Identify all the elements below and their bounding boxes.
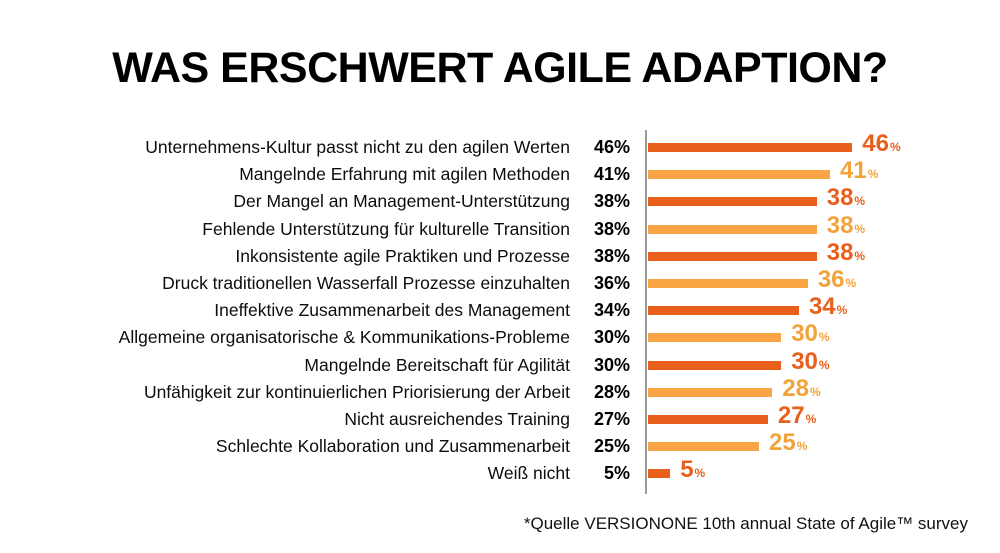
category-label: Unfähigkeit zur kontinuierlichen Prioris… (143, 381, 570, 402)
category-percent-text: 34% (593, 300, 630, 321)
value-bar (648, 415, 768, 424)
category-percent-text: 36% (593, 273, 630, 293)
bar-value-number: 28 (782, 374, 810, 402)
category-percent-text: 5% (603, 463, 630, 484)
chart-row: Der Mangel an Management-Unterstützung 38… (0, 186, 1000, 217)
percent-sign: % (889, 140, 901, 154)
bar-value-label: 38% (827, 186, 865, 213)
category-percent-text: 38% (593, 191, 630, 212)
bar-value-number: 30 (791, 320, 818, 348)
value-bar (648, 333, 782, 343)
bar-value-label: 5% (680, 458, 705, 485)
percent-sign: % (818, 330, 830, 345)
value-bar (648, 143, 853, 152)
bar-value-number: 36 (817, 266, 845, 293)
chart-row: Fehlende Unterstützung für kulturelle Tr… (0, 213, 1000, 245)
value-bar (648, 306, 799, 316)
value-bar (648, 170, 831, 180)
category-percent-text: 30% (593, 327, 630, 348)
bar-value-label: 30% (791, 347, 830, 377)
percent-sign: % (805, 412, 817, 426)
category-percent-text: 28% (593, 381, 630, 402)
percent-sign: % (810, 384, 821, 399)
chart-row: Schlechte Kollaboration und Zusammenarbe… (0, 431, 1000, 462)
chart-row: Druck traditionellen Wasserfall Prozesse… (0, 268, 1000, 299)
bar-value-number: 46 (862, 130, 889, 157)
category-label: Druck traditionellen Wasserfall Prozesse… (162, 273, 570, 293)
category-percent-text: 41% (593, 164, 630, 185)
bar-value-number: 41 (840, 157, 867, 185)
bar-value-number: 38 (826, 184, 854, 212)
chart-row: Unfähigkeit zur kontinuierlichen Prioris… (0, 376, 1000, 408)
percent-sign: % (694, 466, 706, 481)
bar-value-label: 46% (862, 132, 900, 159)
bar-value-label: 25% (769, 431, 807, 458)
chart-row: Weiß nicht 5% 5% (0, 458, 1000, 489)
bar-value-number: 27 (777, 402, 805, 429)
percent-sign: % (796, 439, 808, 454)
value-axis-line (645, 130, 647, 494)
chart-row: Nicht ausreichendes Training 27% 27% (0, 404, 1000, 435)
bar-value-label: 36% (818, 268, 856, 295)
category-percent-text: 38% (593, 218, 630, 239)
value-bar (648, 387, 773, 397)
bar-value-label: 30% (791, 322, 829, 349)
category-label: Mangelnde Erfahrung mit agilen Methoden (239, 164, 570, 185)
value-bar (648, 360, 782, 370)
category-label: Inkonsistente agile Praktiken und Prozes… (235, 245, 570, 266)
bar-value-label: 38% (826, 238, 866, 268)
category-label: Mangelnde Bereitschaft für Agilität (304, 354, 570, 375)
value-bar (648, 279, 808, 288)
category-percent-text: 25% (593, 436, 630, 457)
chart-row: Inkonsistente agile Praktiken und Prozes… (0, 240, 1000, 272)
category-label: Unternehmens-Kultur passt nicht zu den a… (145, 137, 570, 157)
category-label: Nicht ausreichendes Training (344, 409, 570, 429)
bar-value-label: 38% (826, 211, 866, 241)
bar-value-number: 38 (826, 238, 854, 266)
bar-value-number: 5 (680, 456, 694, 484)
bar-value-number: 34 (808, 293, 836, 321)
percent-sign: % (854, 248, 866, 263)
category-label: Ineffektive Zusammenarbeit des Managemen… (214, 300, 570, 321)
category-label: Fehlende Unterstützung für kulturelle Tr… (202, 218, 570, 239)
bar-value-number: 38 (826, 211, 854, 239)
category-label: Der Mangel an Management-Unterstützung (233, 191, 570, 212)
category-percent-text: 27% (593, 409, 630, 429)
chart-row: Mangelnde Erfahrung mit agilen Methoden 4… (0, 159, 1000, 190)
value-bar (648, 251, 817, 261)
category-label: Schlechte Kollaboration und Zusammenarbe… (215, 436, 570, 457)
category-percent-text: 38% (593, 245, 630, 266)
bar-value-label: 27% (778, 404, 816, 431)
page-title: WAS ERSCHWERT AGILE ADAPTION? (112, 44, 888, 92)
percent-sign: % (818, 357, 830, 372)
category-label: Weiß nicht (487, 463, 570, 484)
category-percent-text: 30% (593, 354, 630, 375)
bar-value-number: 30 (791, 347, 818, 375)
percent-sign: % (854, 194, 866, 209)
bar-value-label: 34% (809, 295, 847, 322)
chart-row: Ineffektive Zusammenarbeit des Managemen… (0, 295, 1000, 326)
value-bar (648, 224, 817, 234)
category-percent-text: 46% (593, 137, 630, 157)
bar-value-label: 41% (840, 159, 878, 186)
bar-chart-plot: Unternehmens-Kultur passt nicht zu den a… (0, 132, 1000, 496)
value-bar (648, 442, 759, 452)
value-bar (648, 197, 817, 207)
category-label: Allgemeine organisatorische & Kommunikat… (118, 327, 570, 348)
percent-sign: % (836, 303, 848, 318)
percent-sign: % (867, 167, 879, 182)
bar-value-number: 25 (769, 429, 796, 457)
percent-sign: % (854, 221, 866, 236)
chart-row: Allgemeine organisatorische & Kommunikat… (0, 322, 1000, 353)
value-bar (648, 469, 671, 479)
source-note: *Quelle VERSIONONE 10th annual State of … (523, 514, 968, 533)
bar-value-label: 28% (782, 374, 821, 404)
chart-row: Mangelnde Bereitschaft für Agilität 30% 30… (0, 349, 1000, 381)
percent-sign: % (845, 276, 857, 290)
chart-row: Unternehmens-Kultur passt nicht zu den a… (0, 132, 1000, 163)
